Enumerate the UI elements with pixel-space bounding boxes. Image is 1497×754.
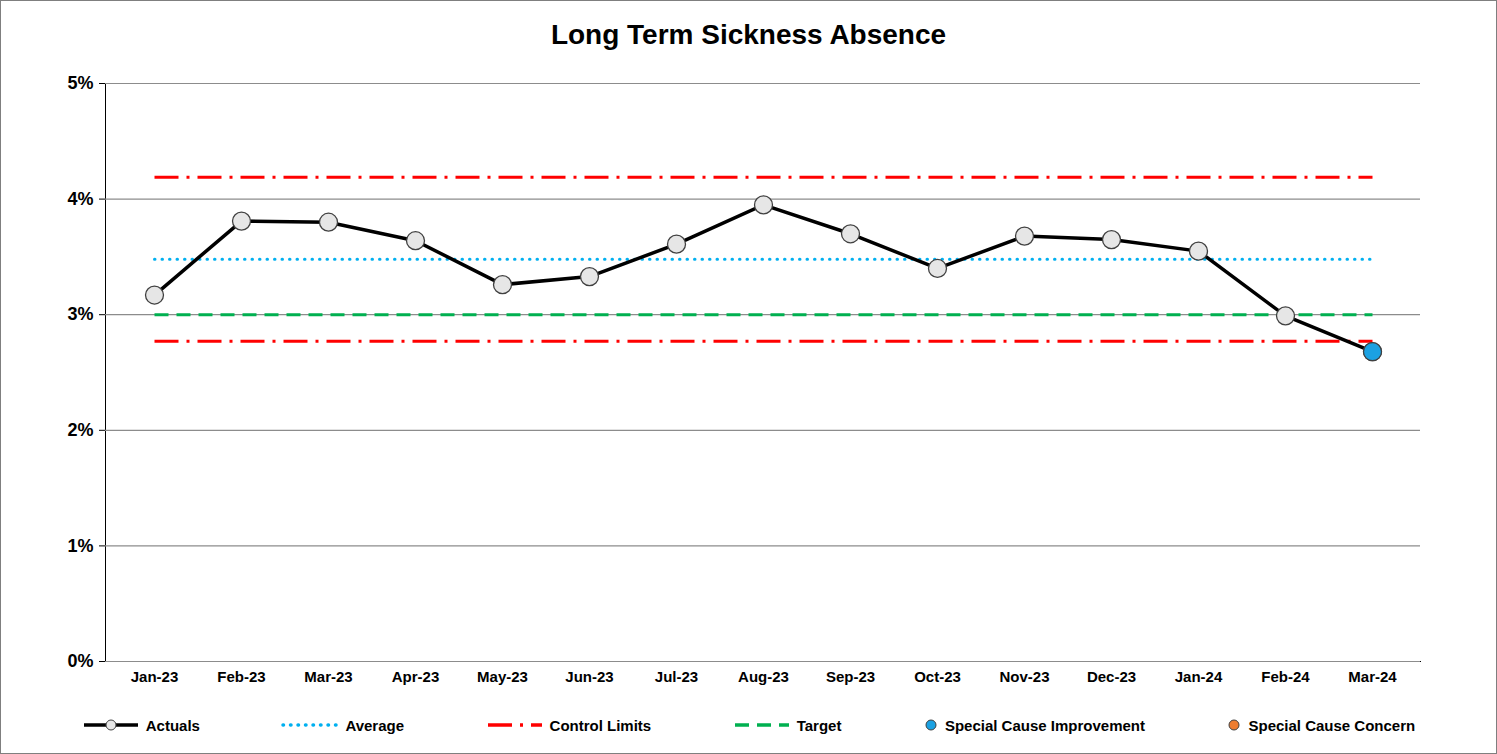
html-text:Control Limits: Control Limits (549, 716, 652, 734)
svg-text:Mar-24: Mar-24 (1348, 668, 1397, 685)
svg-text:0%: 0% (67, 651, 93, 671)
svg-text:Apr-23: Apr-23 (392, 668, 440, 685)
html-text:Special Cause Concern: Special Cause Concern (1248, 716, 1416, 734)
html-text:Actuals: Actuals (145, 716, 200, 734)
html-text:Long Term Sickness Absence: Long Term Sickness Absence (550, 19, 947, 50)
html-text:Average: Average (345, 716, 405, 734)
svg-text:Oct-23: Oct-23 (914, 668, 961, 685)
svg-text:Jan-23: Jan-23 (131, 668, 179, 685)
svg-text:Jan-24: Jan-24 (1175, 668, 1223, 685)
svg-text:1%: 1% (67, 536, 93, 556)
svg-text:5%: 5% (67, 73, 93, 93)
svg-text:Jul-23: Jul-23 (655, 668, 698, 685)
svg-text:4%: 4% (67, 189, 93, 209)
svg-text:Dec-23: Dec-23 (1087, 668, 1136, 685)
svg-text:Jun-23: Jun-23 (565, 668, 613, 685)
svg-text:3%: 3% (67, 304, 93, 324)
svg-text:2%: 2% (67, 420, 93, 440)
svg-text:Feb-24: Feb-24 (1261, 668, 1310, 685)
svg-text:Mar-23: Mar-23 (304, 668, 352, 685)
html-text:Special Cause Improvement: Special Cause Improvement (944, 716, 1145, 734)
svg-text:Aug-23: Aug-23 (738, 668, 789, 685)
svg-text:Sep-23: Sep-23 (826, 668, 875, 685)
html-text:Target: Target (796, 716, 842, 734)
svg-text:May-23: May-23 (477, 668, 528, 685)
svg-text:Feb-23: Feb-23 (217, 668, 265, 685)
svg-text:Nov-23: Nov-23 (999, 668, 1049, 685)
